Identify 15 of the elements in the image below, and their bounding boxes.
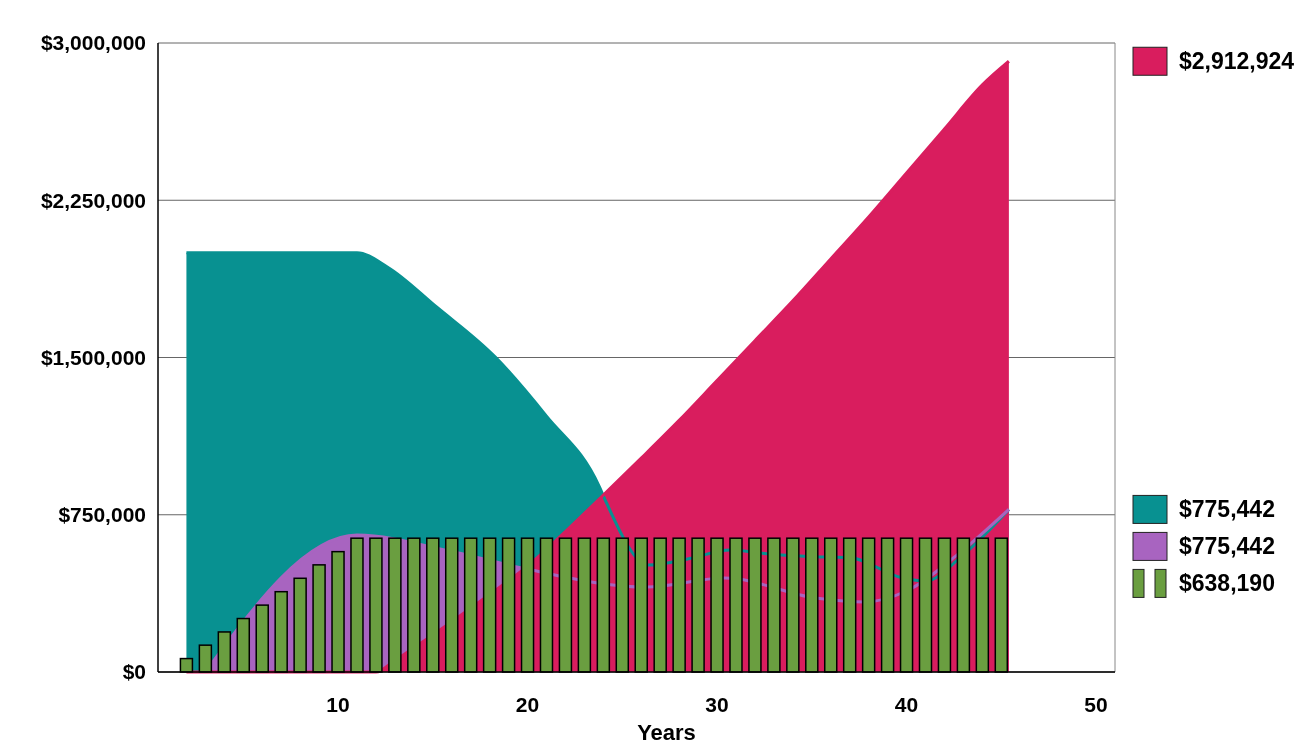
legend-label: $638,190: [1179, 570, 1275, 597]
y-tick-label: $2,250,000: [40, 188, 146, 212]
y-tick-label: $750,000: [58, 503, 146, 527]
y-tick-label: $3,000,000: [40, 31, 146, 55]
x-tick-label: 50: [1084, 693, 1108, 716]
x-tick-label: 40: [894, 693, 919, 716]
legend-label: $2,912,924: [1179, 48, 1295, 75]
legend-label: $775,442: [1179, 496, 1275, 523]
x-tick-label: 20: [515, 693, 540, 716]
x-tick-label: 30: [705, 693, 729, 716]
x-axis-title: Years: [637, 720, 696, 742]
y-tick-label: $0: [122, 660, 146, 684]
legend-label: $775,442: [1179, 533, 1275, 560]
y-tick-label: $1,500,000: [40, 345, 146, 369]
x-tick-label: 10: [326, 693, 350, 716]
